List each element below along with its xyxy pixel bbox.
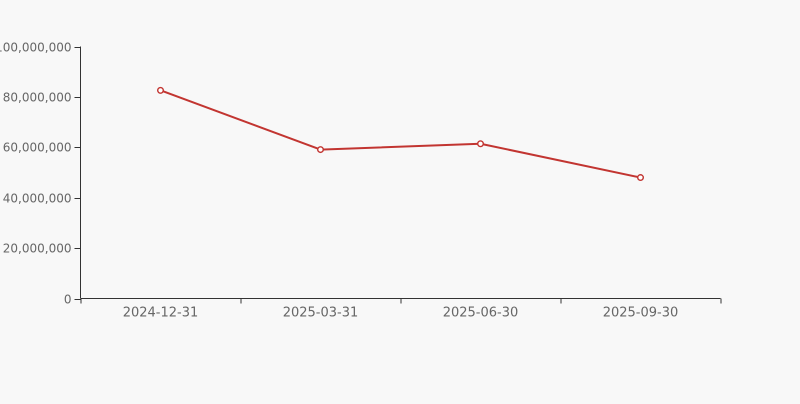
y-axis-tick-label: 0 [64,293,72,307]
y-axis-tick-label: 60,000,000 [3,141,72,155]
y-axis-tick-label: 40,000,000 [3,192,72,206]
data-point-marker [156,86,164,94]
data-point-marker [637,174,645,182]
data-point-marker [477,140,485,148]
y-axis-tick-label: 80,000,000 [3,91,72,105]
x-axis-tick-label: 2025-06-30 [443,306,519,321]
x-axis-tick-label: 2025-09-30 [603,306,679,321]
data-point-marker [317,146,325,154]
x-axis-tick-label: 2025-03-31 [283,306,359,321]
x-axis-tick-label: 2024-12-31 [123,306,199,321]
y-axis-tick-label: 20,000,000 [3,242,72,256]
data-line [159,89,642,179]
y-axis-tick-label: 100,000,000 [0,41,72,55]
